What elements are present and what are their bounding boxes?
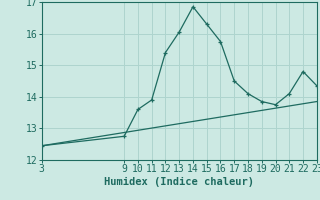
- X-axis label: Humidex (Indice chaleur): Humidex (Indice chaleur): [104, 177, 254, 187]
